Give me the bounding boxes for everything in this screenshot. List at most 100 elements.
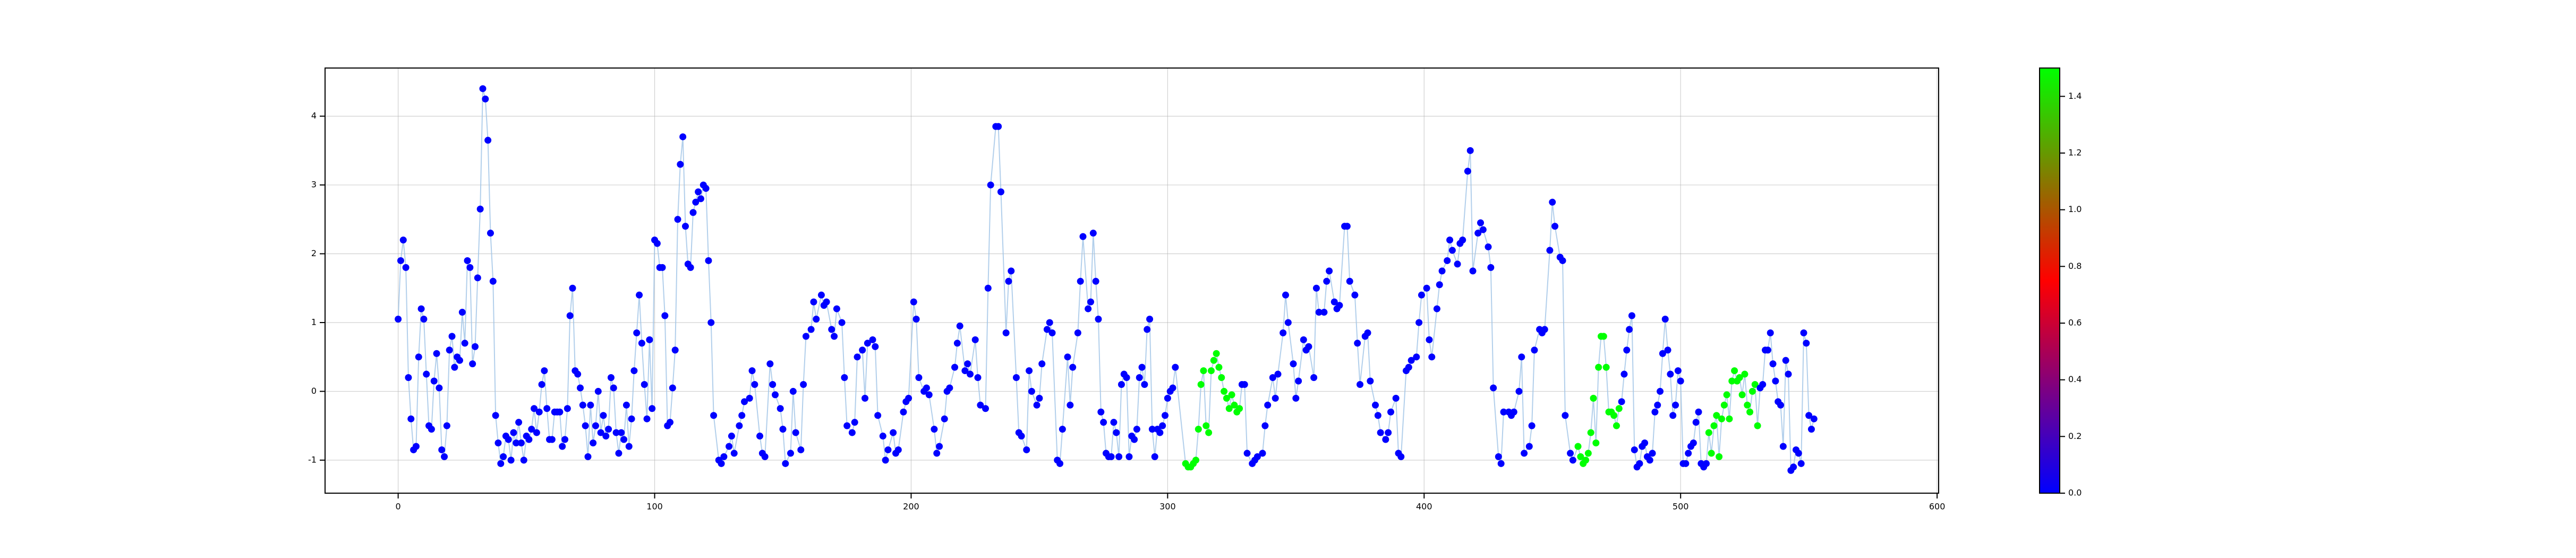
data-point bbox=[1464, 167, 1471, 175]
data-point bbox=[1610, 412, 1618, 419]
colorbar-tick-label: 0.6 bbox=[2068, 318, 2082, 328]
data-point bbox=[915, 374, 923, 382]
data-point bbox=[720, 453, 728, 460]
data-point bbox=[1587, 429, 1594, 436]
data-point bbox=[1146, 315, 1154, 323]
data-point bbox=[1518, 353, 1525, 361]
data-point bbox=[1525, 443, 1533, 450]
data-point bbox=[756, 433, 764, 440]
data-point bbox=[1641, 439, 1649, 447]
data-point bbox=[1738, 391, 1746, 399]
data-point bbox=[430, 377, 438, 385]
data-point bbox=[1485, 243, 1492, 251]
colorbar-tick-label: 1.2 bbox=[2068, 148, 2082, 158]
data-point bbox=[461, 340, 468, 347]
data-point bbox=[1385, 429, 1392, 436]
data-point bbox=[1092, 277, 1099, 285]
x-tick-label: 300 bbox=[1159, 502, 1176, 512]
data-point bbox=[628, 415, 635, 422]
data-point bbox=[456, 357, 464, 364]
data-point bbox=[1716, 453, 1723, 460]
colorbar-tick-label: 0.8 bbox=[2068, 261, 2082, 271]
data-point bbox=[1123, 374, 1130, 382]
data-point bbox=[446, 346, 453, 354]
data-point bbox=[1100, 419, 1107, 426]
data-point bbox=[1466, 147, 1474, 154]
data-point bbox=[1218, 374, 1225, 382]
data-point bbox=[1261, 422, 1269, 429]
data-point bbox=[1169, 384, 1176, 392]
colorbar-tick-label: 1.0 bbox=[2068, 204, 2082, 214]
data-point bbox=[469, 360, 476, 368]
data-point bbox=[736, 422, 743, 429]
data-point bbox=[1387, 408, 1394, 416]
data-point bbox=[1354, 340, 1361, 347]
data-point bbox=[1274, 370, 1282, 378]
data-point bbox=[1197, 381, 1205, 388]
colorbar-tick-label: 0.0 bbox=[2068, 488, 2082, 498]
data-point bbox=[951, 363, 959, 371]
data-point bbox=[1408, 357, 1415, 364]
data-point bbox=[1113, 429, 1120, 436]
data-point bbox=[476, 205, 484, 213]
data-point bbox=[1026, 367, 1033, 375]
data-point bbox=[433, 350, 440, 357]
data-point bbox=[535, 408, 543, 416]
data-point bbox=[1500, 408, 1507, 416]
data-point bbox=[671, 346, 679, 354]
data-point bbox=[997, 188, 1004, 196]
data-point bbox=[1672, 401, 1679, 409]
data-point bbox=[1164, 394, 1171, 402]
data-point bbox=[1305, 343, 1312, 350]
data-point bbox=[587, 401, 594, 409]
data-point bbox=[741, 398, 748, 405]
data-point bbox=[1682, 460, 1690, 467]
data-point bbox=[520, 456, 527, 464]
data-point bbox=[1069, 363, 1077, 371]
data-point bbox=[402, 264, 410, 271]
data-point bbox=[618, 429, 625, 436]
data-point bbox=[1649, 450, 1656, 457]
data-point bbox=[1661, 315, 1669, 323]
data-point bbox=[1636, 460, 1643, 467]
data-point bbox=[882, 456, 889, 464]
colorbar bbox=[2039, 67, 2060, 494]
data-point bbox=[1479, 226, 1487, 233]
data-point bbox=[1528, 422, 1536, 429]
data-point bbox=[513, 439, 520, 447]
data-point bbox=[561, 436, 569, 443]
data-point bbox=[1592, 439, 1600, 447]
data-point bbox=[1651, 408, 1659, 416]
data-point bbox=[1746, 408, 1754, 416]
data-point bbox=[1559, 257, 1566, 264]
data-point bbox=[1731, 367, 1738, 375]
data-point bbox=[1674, 367, 1682, 375]
data-point bbox=[458, 309, 466, 316]
data-point bbox=[474, 274, 481, 282]
data-point bbox=[1454, 260, 1461, 268]
data-point bbox=[1225, 405, 1233, 412]
data-point bbox=[828, 326, 835, 333]
data-point bbox=[1444, 257, 1451, 264]
data-point bbox=[1577, 453, 1584, 460]
data-point bbox=[1074, 329, 1081, 336]
data-point bbox=[1148, 426, 1156, 433]
data-point bbox=[1205, 429, 1213, 436]
data-point bbox=[1002, 329, 1010, 336]
data-point bbox=[936, 443, 943, 450]
data-point bbox=[912, 315, 920, 323]
data-point bbox=[1744, 401, 1751, 409]
data-point bbox=[1059, 426, 1066, 433]
data-point bbox=[1720, 401, 1728, 409]
data-point bbox=[1785, 370, 1792, 378]
data-point bbox=[566, 312, 574, 319]
data-point bbox=[1767, 329, 1774, 336]
data-point bbox=[669, 384, 676, 392]
data-point bbox=[995, 123, 1002, 130]
data-point bbox=[961, 367, 969, 375]
data-point bbox=[1497, 460, 1505, 467]
data-point bbox=[787, 450, 794, 457]
data-point bbox=[869, 336, 876, 343]
